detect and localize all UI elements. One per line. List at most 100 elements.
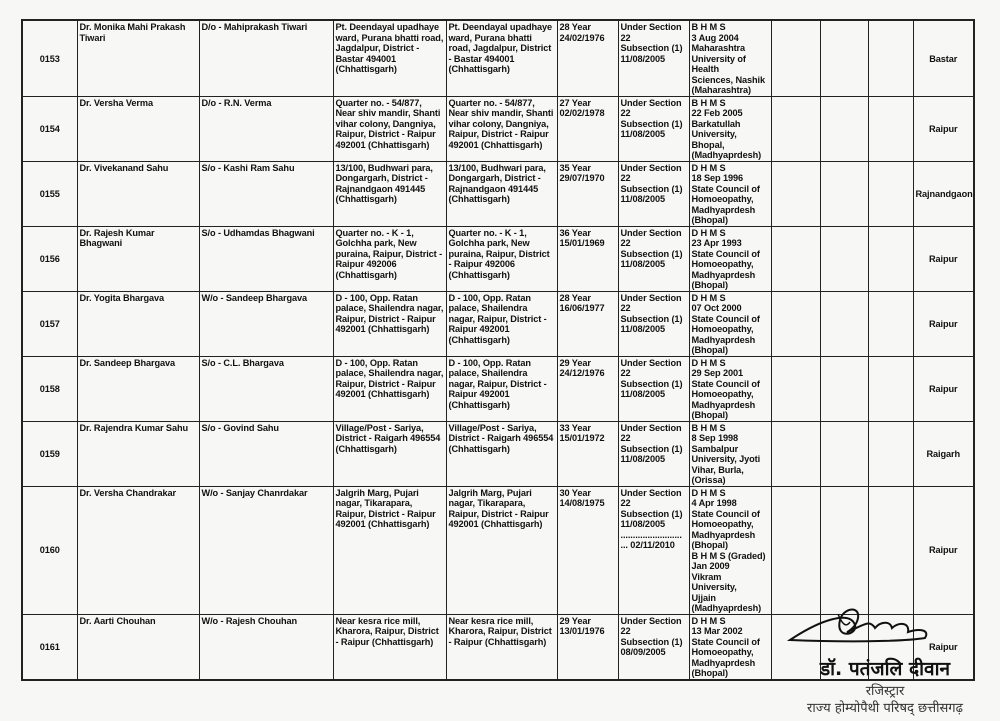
signatory-title: रजिस्ट्रार — [865, 684, 905, 699]
blank-cell — [819, 290, 869, 357]
doctor-name: Dr. Versha Verma — [76, 95, 200, 162]
district: Raipur — [912, 613, 975, 680]
signatory-organization: राज्य होम्योपैथी परिषद् छत्तीसगढ़ — [807, 701, 963, 716]
blank-cell — [867, 355, 914, 422]
age-dob: 36 Year 15/01/1969 — [556, 225, 619, 292]
relation: S/o - Kashi Ram Sahu — [198, 160, 334, 227]
district: Raipur — [912, 290, 975, 357]
current-address: D - 100, Opp. Ratan palace, Shailendra n… — [445, 355, 558, 422]
blank-cell — [770, 613, 821, 680]
blank-cell — [867, 420, 914, 487]
table-row: 0159 Dr. Rajendra Kumar Sahu S/o - Govind … — [21, 420, 975, 487]
row-number: 0154 — [21, 95, 78, 162]
qualification: B H M S 22 Feb 2005 Barkatullah Universi… — [688, 95, 772, 162]
blank-cell — [867, 19, 914, 97]
doctor-name: Dr. Vivekanand Sahu — [76, 160, 200, 227]
table-row: 0158 Dr. Sandeep Bhargava S/o - C.L. Bharg… — [21, 355, 975, 422]
age-dob: 29 Year 13/01/1976 — [556, 613, 619, 680]
doctor-name: Dr. Rajesh Kumar Bhagwani — [76, 225, 200, 292]
registration-section: Under Section 22 Subsection (1) 11/08/20… — [617, 95, 690, 162]
age-dob: 28 Year 16/06/1977 — [556, 290, 619, 357]
relation: S/o - Udhamdas Bhagwani — [198, 225, 334, 292]
permanent-address: Village/Post - Sariya, District - Raigar… — [332, 420, 447, 487]
blank-cell — [867, 225, 914, 292]
blank-cell — [819, 420, 869, 487]
table-row: 0161 Dr. Aarti Chouhan W/o - Rajesh Chouha… — [21, 613, 975, 680]
district: Rajnandgaon — [912, 160, 975, 227]
current-address: Near kesra rice mill, Kharora, Raipur, D… — [445, 613, 558, 680]
blank-cell — [819, 160, 869, 227]
blank-cell — [819, 225, 869, 292]
relation: W/o - Rajesh Chouhan — [198, 613, 334, 680]
current-address: Quarter no. - 54/877, Near shiv mandir, … — [445, 95, 558, 162]
table-row: 0153 Dr. Monika Mahi Prakash Tiwari D/o - … — [21, 19, 975, 97]
blank-cell — [867, 290, 914, 357]
row-number: 0157 — [21, 290, 78, 357]
age-dob: 29 Year 24/12/1976 — [556, 355, 619, 422]
district: Raipur — [912, 485, 975, 615]
district: Raipur — [912, 355, 975, 422]
qualification: B H M S 3 Aug 2004 Maharashtra Universit… — [688, 19, 772, 97]
district: Raigarh — [912, 420, 975, 487]
blank-cell — [867, 485, 914, 615]
row-number: 0156 — [21, 225, 78, 292]
permanent-address: D - 100, Opp. Ratan palace, Shailendra n… — [332, 355, 447, 422]
current-address: 13/100, Budhwari para, Dongargarh, Distr… — [445, 160, 558, 227]
age-dob: 35 Year 29/07/1970 — [556, 160, 619, 227]
relation: D/o - R.N. Verma — [198, 95, 334, 162]
district: Raipur — [912, 225, 975, 292]
relation: W/o - Sanjay Chanrdakar — [198, 485, 334, 615]
relation: W/o - Sandeep Bhargava — [198, 290, 334, 357]
blank-cell — [770, 95, 821, 162]
row-number: 0160 — [21, 485, 78, 615]
permanent-address: 13/100, Budhwari para, Dongargarh, Distr… — [332, 160, 447, 227]
qualification: D H M S 13 Mar 2002 State Council of Hom… — [688, 613, 772, 680]
qualification: D H M S 29 Sep 2001 State Council of Hom… — [688, 355, 772, 422]
doctor-name: Dr. Yogita Bhargava — [76, 290, 200, 357]
relation: S/o - Govind Sahu — [198, 420, 334, 487]
blank-cell — [770, 420, 821, 487]
current-address: D - 100, Opp. Ratan palace, Shailendra n… — [445, 290, 558, 357]
table-row: 0160 Dr. Versha Chandrakar W/o - Sanjay Ch… — [21, 485, 975, 615]
permanent-address: Near kesra rice mill, Kharora, Raipur, D… — [332, 613, 447, 680]
permanent-address: Quarter no. - K - 1, Golchha park, New p… — [332, 225, 447, 292]
registration-section: Under Section 22 Subsection (1) 11/08/20… — [617, 290, 690, 357]
registration-section: Under Section 22 Subsection (1) 11/08/20… — [617, 19, 690, 97]
qualification: D H M S 07 Oct 2000 State Council of Hom… — [688, 290, 772, 357]
district: Bastar — [912, 19, 975, 97]
current-address: Pt. Deendayal upadhaye ward, Purana bhat… — [445, 19, 558, 97]
current-address: Quarter no. - K - 1, Golchha park, New p… — [445, 225, 558, 292]
doctor-name: Dr. Rajendra Kumar Sahu — [76, 420, 200, 487]
age-dob: 33 Year 15/01/1972 — [556, 420, 619, 487]
doctor-name: Dr. Aarti Chouhan — [76, 613, 200, 680]
qualification: D H M S 18 Sep 1996 State Council of Hom… — [688, 160, 772, 227]
blank-cell — [770, 160, 821, 227]
table-row: 0155 Dr. Vivekanand Sahu S/o - Kashi Ram S… — [21, 160, 975, 227]
qualification: D H M S 4 Apr 1998 State Council of Homo… — [688, 485, 772, 615]
doctor-name: Dr. Versha Chandrakar — [76, 485, 200, 615]
blank-cell — [770, 355, 821, 422]
blank-cell — [819, 95, 869, 162]
permanent-address: D - 100, Opp. Ratan palace, Shailendra n… — [332, 290, 447, 357]
blank-cell — [867, 95, 914, 162]
current-address: Village/Post - Sariya, District - Raigar… — [445, 420, 558, 487]
blank-cell — [770, 19, 821, 97]
permanent-address: Quarter no. - 54/877, Near shiv mandir, … — [332, 95, 447, 162]
blank-cell — [770, 290, 821, 357]
current-address: Jalgrih Marg, Pujari nagar, Tikarapara, … — [445, 485, 558, 615]
row-number: 0159 — [21, 420, 78, 487]
age-dob: 28 Year 24/02/1976 — [556, 19, 619, 97]
district: Raipur — [912, 95, 975, 162]
registration-section: Under Section 22 Subsection (1) 11/08/20… — [617, 420, 690, 487]
signatory-name: डॉ. पतंजलि दीवान — [819, 658, 951, 680]
row-number: 0158 — [21, 355, 78, 422]
age-dob: 27 Year 02/02/1978 — [556, 95, 619, 162]
blank-cell — [770, 225, 821, 292]
qualification: B H M S 8 Sep 1998 Sambalpur University,… — [688, 420, 772, 487]
blank-cell — [867, 160, 914, 227]
registration-section: Under Section 22 Subsection (1) 08/09/20… — [617, 613, 690, 680]
registration-section: Under Section 22 Subsection (1) 11/08/20… — [617, 225, 690, 292]
registration-table: 0153 Dr. Monika Mahi Prakash Tiwari D/o - … — [21, 19, 975, 681]
blank-cell — [819, 485, 869, 615]
relation: D/o - Mahiprakash Tiwari — [198, 19, 334, 97]
